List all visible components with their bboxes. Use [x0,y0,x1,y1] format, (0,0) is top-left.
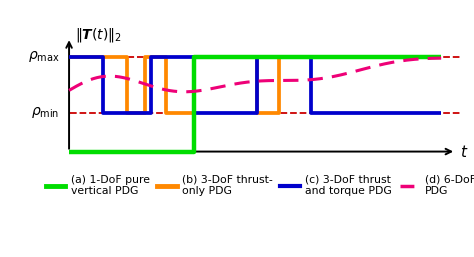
Text: $\|\boldsymbol{T}(t)\|_2$: $\|\boldsymbol{T}(t)\|_2$ [74,26,122,44]
Text: $\rho_{\max}$: $\rho_{\max}$ [28,49,60,64]
Text: $\rho_{\min}$: $\rho_{\min}$ [31,105,60,120]
Text: $t$: $t$ [460,144,468,160]
Legend: (a) 1-DoF pure
vertical PDG, (b) 3-DoF thrust-
only PDG, (c) 3-DoF thrust
and to: (a) 1-DoF pure vertical PDG, (b) 3-DoF t… [46,175,474,196]
